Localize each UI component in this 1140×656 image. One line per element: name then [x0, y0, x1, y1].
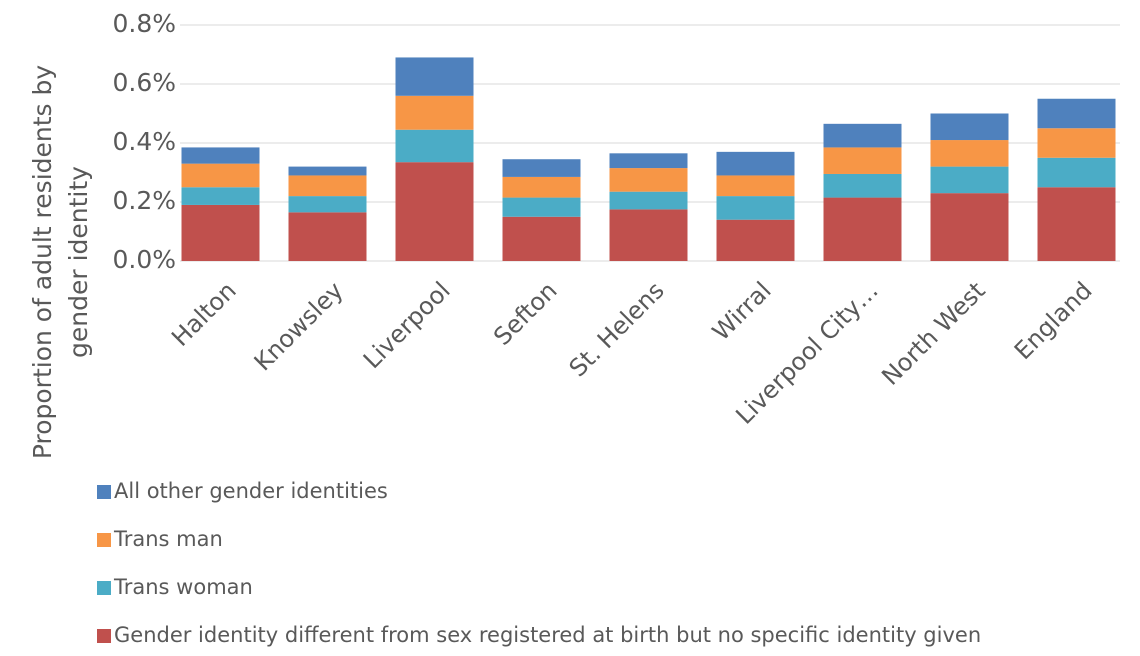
bar-segment	[930, 113, 1009, 141]
x-tick-label: Sefton	[488, 276, 562, 350]
bar-segment	[288, 166, 367, 176]
bar-segment	[288, 196, 367, 213]
bar-segment	[716, 175, 795, 197]
bar-segment	[823, 197, 902, 261]
bar-segment	[930, 166, 1009, 194]
bar-segment	[1037, 128, 1116, 158]
bar-segment	[1037, 187, 1116, 261]
bar-segment	[395, 57, 474, 96]
y-axis-title-line: Proportion of adult residents by	[28, 65, 57, 460]
legend-label: Trans woman	[113, 575, 253, 599]
bar-segment	[502, 176, 581, 198]
bar-segment	[609, 209, 688, 261]
bar-segment	[395, 162, 474, 261]
x-tick-label: St. Helens	[564, 276, 670, 382]
bar-segment	[181, 187, 260, 205]
bar-segment	[395, 129, 474, 163]
bar-segment	[716, 219, 795, 261]
bar-segment	[1037, 157, 1116, 188]
legend-label: All other gender identities	[114, 479, 388, 503]
bar-segment	[181, 163, 260, 188]
y-tick-label: 0.6%	[112, 68, 176, 97]
x-tick-label: Wirral	[707, 276, 777, 346]
bar-segment	[930, 140, 1009, 167]
y-tick-label: 0.4%	[112, 127, 176, 156]
bar-segment	[716, 196, 795, 220]
y-tick-label: 0.8%	[112, 9, 176, 38]
y-axis-title-line: gender identity	[64, 166, 93, 358]
x-tick-label: Halton	[166, 276, 241, 351]
legend-label: Gender identity different from sex regis…	[114, 623, 981, 647]
bar-segment	[609, 153, 688, 169]
bar-segment	[181, 147, 260, 164]
x-tick-label: Knowsley	[249, 276, 349, 376]
bar-segment	[502, 159, 581, 177]
bar-segment	[823, 147, 902, 174]
bar-segment	[609, 191, 688, 210]
legend-swatch	[97, 533, 111, 547]
y-tick-label: 0.0%	[112, 245, 176, 274]
x-tick-label: North West	[876, 276, 990, 390]
bar-segment	[1037, 98, 1116, 129]
bar-segment	[502, 216, 581, 261]
bar-segment	[930, 193, 1009, 261]
bar-segment	[823, 123, 902, 148]
bar-segment	[716, 151, 795, 176]
legend-swatch	[97, 629, 111, 643]
x-tick-label: Liverpool	[358, 276, 456, 374]
bar-segment	[288, 175, 367, 197]
bar-segment	[609, 168, 688, 192]
bar-segment	[823, 173, 902, 198]
y-axis-title: Proportion of adult residents by gender …	[28, 65, 93, 460]
legend-label: Trans man	[113, 527, 223, 551]
x-tick-label: England	[1009, 276, 1098, 365]
bar-segment	[395, 95, 474, 130]
bar-segment	[502, 197, 581, 217]
bar-segment	[181, 204, 260, 261]
legend-swatch	[97, 581, 111, 595]
bar-segment	[288, 212, 367, 261]
legend-swatch	[97, 485, 111, 499]
y-tick-label: 0.2%	[112, 186, 176, 215]
